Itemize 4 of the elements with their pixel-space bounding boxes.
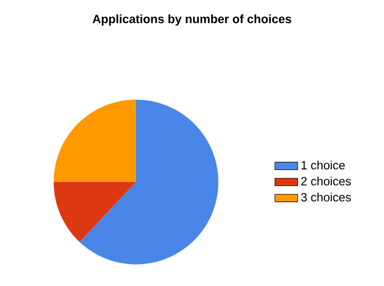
chart-title: Applications by number of choices — [92, 14, 292, 26]
legend-label: 3 choices — [301, 192, 351, 202]
legend-label: 1 choice — [302, 160, 345, 170]
legend-label: 2 choices — [301, 176, 351, 186]
